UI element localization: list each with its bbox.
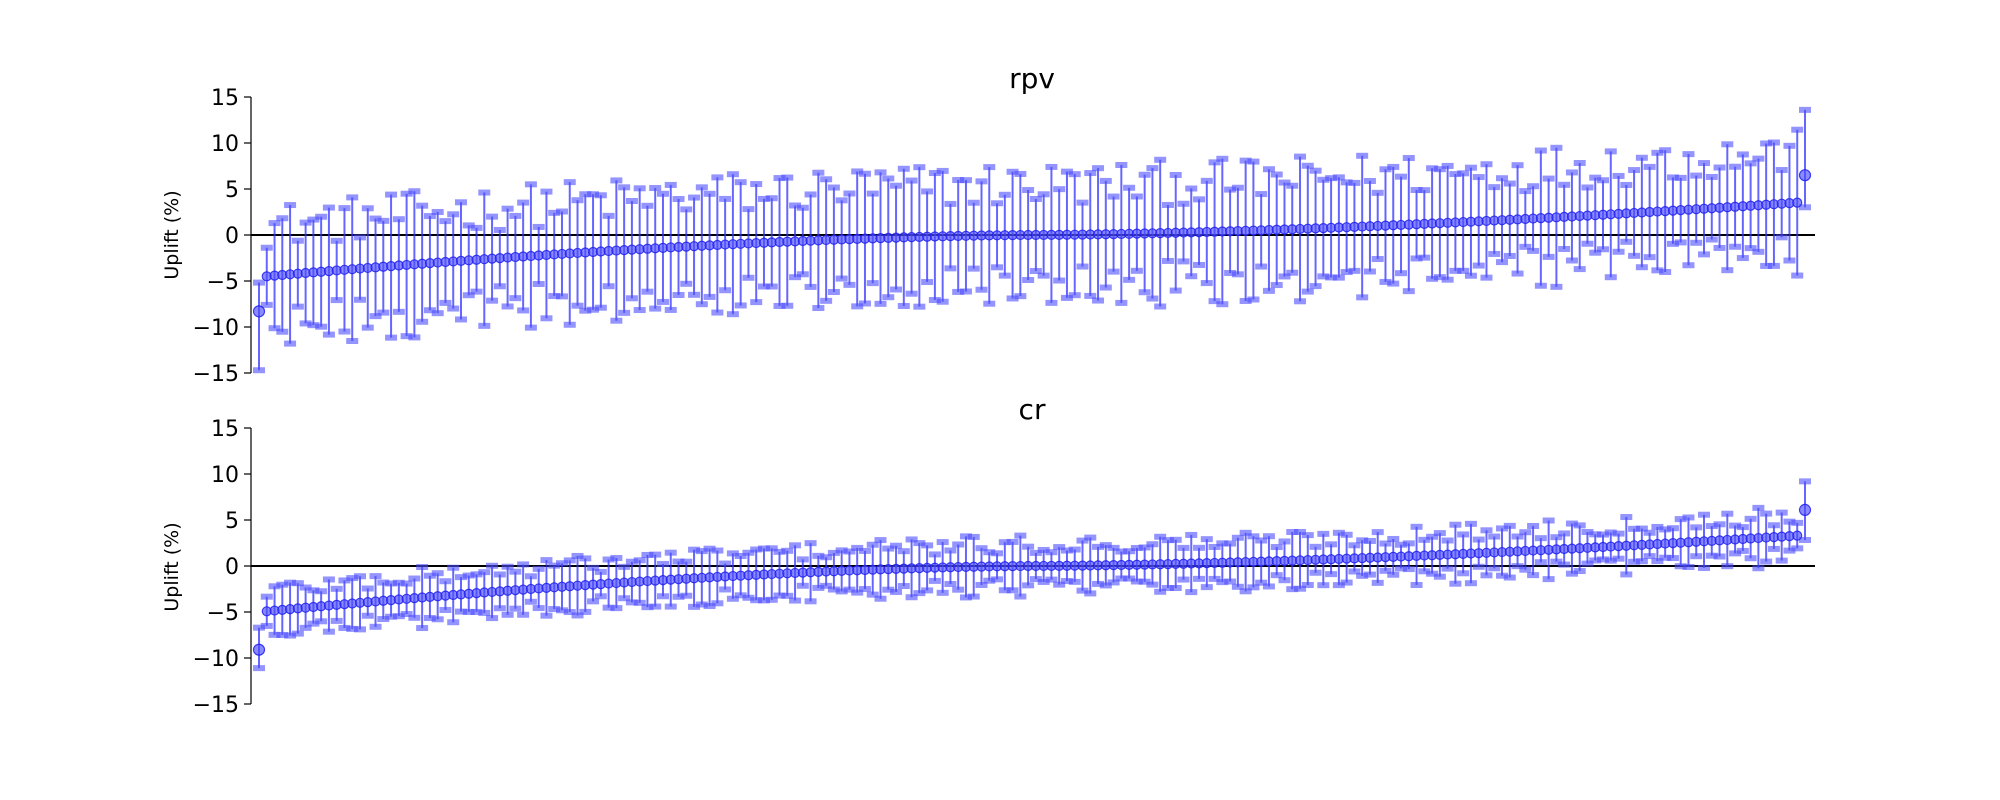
y-tick-label: −10 <box>193 647 239 672</box>
y-axis-ticks: −15 −10 −5 0 5 10 15 <box>193 417 251 718</box>
data-point <box>1792 197 1803 208</box>
y-axis-label: Uplift (%) <box>161 190 183 279</box>
y-tick-label: 5 <box>225 509 239 534</box>
y-tick-label: 0 <box>225 224 239 249</box>
chart-panel-cr: cr Uplift (%) −15 −10 −5 0 5 10 15 <box>161 393 1815 718</box>
data-point <box>252 305 266 318</box>
data-series <box>251 478 1815 672</box>
y-tick-label: 10 <box>211 132 239 157</box>
data-series <box>251 106 1815 374</box>
chart-panel-rpv: rpv Uplift (%) −15 −10 −5 0 5 10 15 <box>161 62 1815 387</box>
chart-title: rpv <box>1009 62 1055 95</box>
data-point <box>1792 530 1803 541</box>
y-tick-label: 15 <box>211 86 239 111</box>
y-tick-label: 0 <box>225 555 239 580</box>
y-tick-label: −10 <box>193 316 239 341</box>
y-tick-label: −15 <box>193 362 239 387</box>
data-point <box>1798 169 1812 182</box>
data-point-group <box>1799 106 1811 211</box>
chart-title: cr <box>1019 393 1046 426</box>
y-tick-label: −5 <box>207 601 239 626</box>
data-point <box>252 643 266 656</box>
y-axis-ticks: −15 −10 −5 0 5 10 15 <box>193 86 251 387</box>
y-tick-label: 10 <box>211 463 239 488</box>
data-point-group <box>253 279 265 374</box>
data-point <box>1798 503 1812 516</box>
y-tick-label: 5 <box>225 178 239 203</box>
y-tick-label: 15 <box>211 417 239 442</box>
y-tick-label: −5 <box>207 270 239 295</box>
y-tick-label: −15 <box>193 693 239 718</box>
y-axis-label: Uplift (%) <box>161 522 183 611</box>
